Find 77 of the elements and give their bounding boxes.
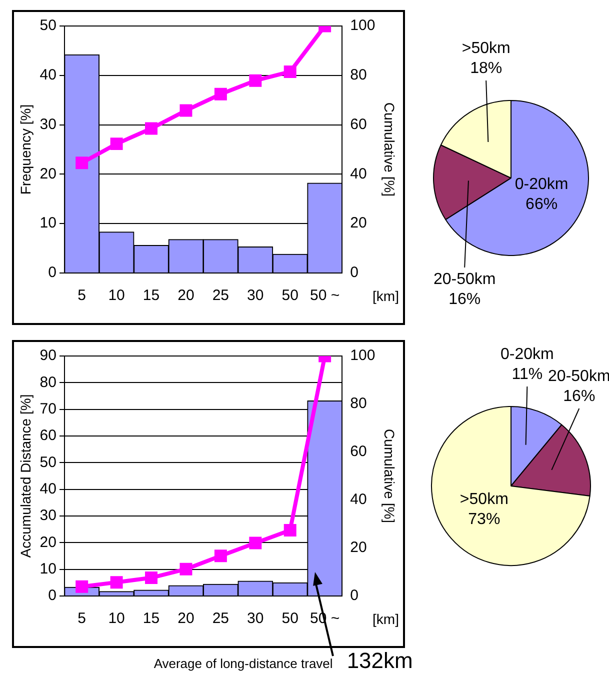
- point: [110, 138, 123, 150]
- slice-label: >50km: [462, 40, 510, 57]
- y2-tick-label: 20: [350, 214, 367, 232]
- x-axis-title: [km]: [372, 610, 399, 627]
- x-axis-title: [km]: [372, 288, 399, 304]
- y2-axis-title: Cumulative [%]: [382, 428, 398, 524]
- text: 132km: [346, 648, 413, 674]
- y-tick-label: 80: [40, 374, 56, 391]
- point: [76, 580, 88, 593]
- x-tick-label: 15: [142, 610, 160, 628]
- y-tick-label: 20: [40, 165, 56, 182]
- y-tick-label: 50: [40, 454, 56, 471]
- point: [180, 562, 192, 576]
- data-label: 16%: [448, 290, 481, 308]
- slice-label: 0-20km: [514, 176, 568, 194]
- x-tick-label: 5: [78, 287, 86, 304]
- data-label: 73%: [468, 511, 500, 528]
- text: Average of long-distance travel: [154, 656, 333, 671]
- point: [145, 572, 158, 584]
- y-tick-label: 10: [40, 560, 56, 578]
- y2-tick-label: 0: [350, 264, 359, 282]
- y-tick-label: 50: [40, 17, 56, 34]
- y-tick-label: 20: [40, 534, 56, 551]
- y-tick-label: 60: [40, 427, 56, 444]
- x-tick-label: 10: [108, 287, 125, 304]
- data-label: 16%: [563, 388, 596, 405]
- y2-tick-label: 60: [350, 116, 367, 133]
- x-tick-label: 20: [178, 610, 194, 628]
- x-tick-label: 30: [247, 610, 264, 628]
- slice-label: >50km: [460, 491, 508, 508]
- x-tick-label: 50 ~: [310, 287, 340, 304]
- y-tick-label: 40: [40, 66, 56, 84]
- point: [110, 576, 123, 589]
- y2-tick-label: 80: [350, 395, 367, 412]
- y-tick-label: 10: [40, 214, 56, 232]
- y2-axis-title: Cumulative [%]: [382, 102, 398, 197]
- data-label: 18%: [470, 60, 502, 77]
- y-tick-label: 0: [48, 264, 56, 282]
- point: [214, 550, 227, 562]
- y2-tick-label: 0: [350, 587, 359, 604]
- data-label: 11%: [512, 366, 543, 383]
- y2-tick-label: 100: [350, 347, 376, 364]
- point: [284, 524, 296, 536]
- x-tick-label: 10: [108, 610, 125, 628]
- y-tick-label: 0: [48, 587, 56, 604]
- point: [284, 65, 296, 78]
- y2-tick-label: 60: [350, 443, 367, 460]
- y-tick-label: 30: [40, 116, 56, 133]
- y-tick-label: 30: [40, 507, 56, 524]
- y2-tick-label: 40: [350, 491, 367, 508]
- x-tick-label: 5: [78, 610, 86, 628]
- y-tick-label: 70: [40, 400, 56, 418]
- y2-tick-label: 80: [350, 66, 367, 84]
- slice-label: 20-50km: [548, 368, 609, 385]
- x-tick-label: 30: [247, 287, 264, 304]
- y-tick-label: 90: [40, 347, 56, 364]
- point: [214, 88, 227, 100]
- y2-tick-label: 100: [350, 17, 376, 34]
- point: [249, 536, 262, 550]
- x-tick-label: 25: [212, 287, 230, 304]
- y2-tick-label: 40: [350, 165, 367, 182]
- y2-tick-label: 20: [350, 539, 367, 556]
- point: [145, 122, 158, 135]
- y-axis-title: Frequency [%]: [17, 104, 34, 195]
- y-tick-label: 40: [40, 480, 56, 498]
- x-tick-label: 50: [282, 287, 298, 304]
- point: [76, 156, 88, 170]
- slice-label: 0-20km: [500, 346, 554, 363]
- x-tick-label: 15: [142, 287, 160, 304]
- y-axis-title: Accumulated Distance [%]: [17, 394, 34, 558]
- x-tick-label: 20: [178, 287, 194, 304]
- x-tick-label: 25: [212, 610, 230, 628]
- point: [249, 74, 262, 87]
- data-label: 66%: [526, 196, 558, 214]
- slice-label: 20-50km: [433, 270, 496, 288]
- x-tick-label: 50: [282, 610, 298, 628]
- point: [180, 104, 192, 117]
